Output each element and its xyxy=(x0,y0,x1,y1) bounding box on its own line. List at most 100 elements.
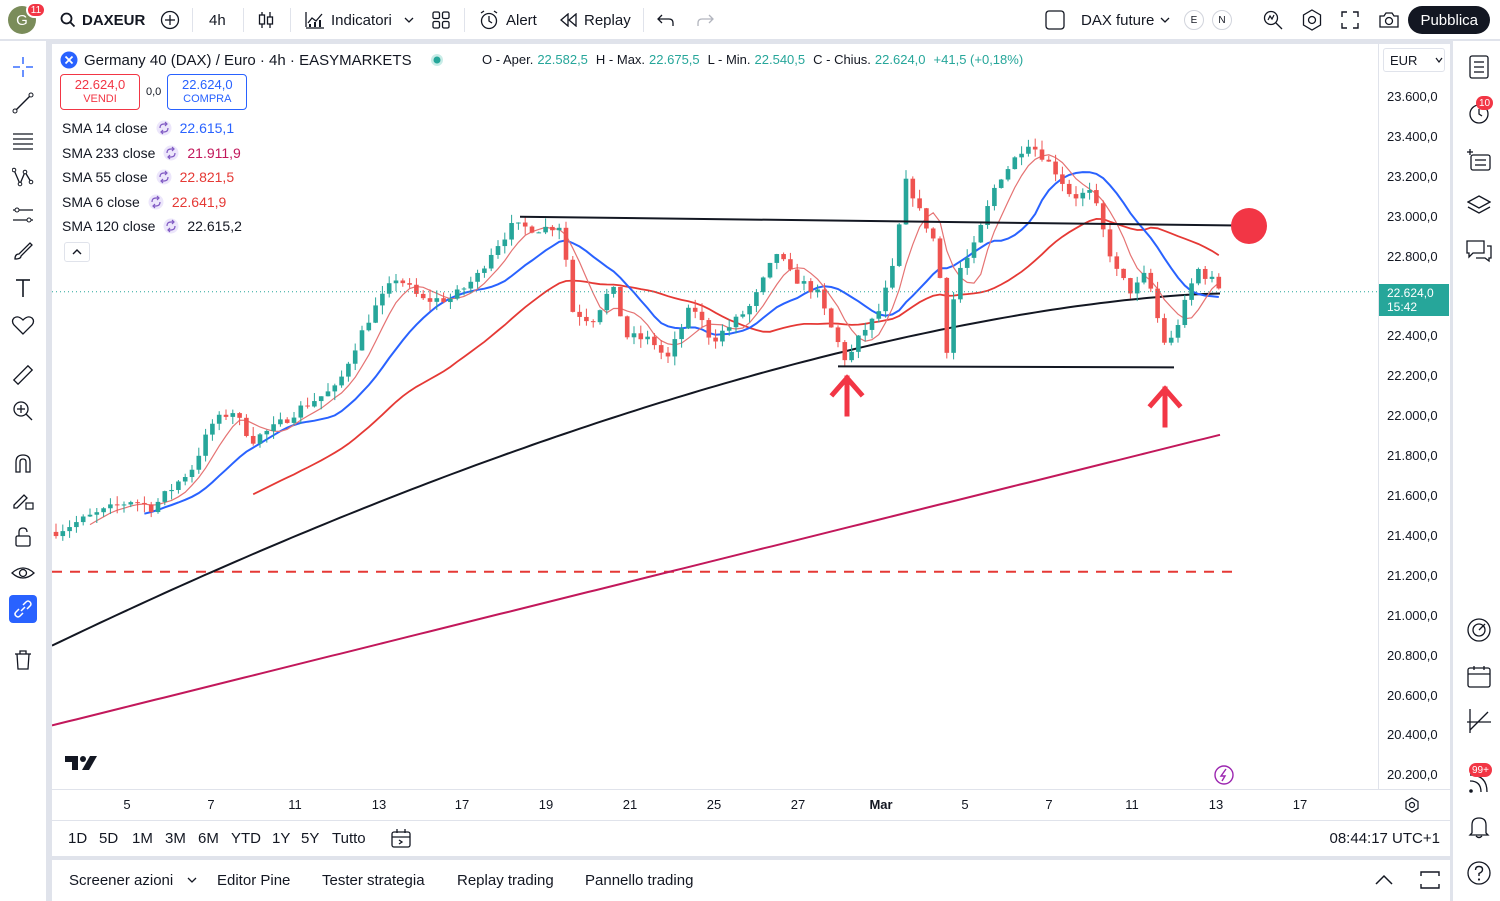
sell-button[interactable]: 22.624,0 VENDI xyxy=(60,74,140,110)
fib-tool[interactable] xyxy=(9,127,37,155)
bottom-tab[interactable]: Editor Pine xyxy=(217,872,291,889)
goto-date-icon[interactable] xyxy=(390,828,412,850)
range-button[interactable]: 1Y xyxy=(272,830,291,847)
buy-button[interactable]: 22.624,0 COMPRA xyxy=(167,74,248,110)
price-tick: 20.200,0 xyxy=(1387,767,1438,783)
range-button[interactable]: 5D xyxy=(99,830,119,847)
redo-button[interactable] xyxy=(696,0,714,40)
ideas-button[interactable] xyxy=(1465,616,1493,644)
calendar-icon xyxy=(1467,666,1491,688)
chart-pane[interactable]: Germany 40 (DAX) / Euro · 4h · EASYMARKE… xyxy=(52,44,1450,820)
alert-label: Alert xyxy=(506,11,537,29)
settings-button[interactable] xyxy=(1301,0,1323,40)
pattern-tool[interactable] xyxy=(9,163,37,191)
indicator-row[interactable]: SMA 120 close 22.615,2 xyxy=(62,214,242,239)
candle-body xyxy=(230,413,236,417)
open-label: O - Aper. xyxy=(482,52,534,67)
indicator-row[interactable]: SMA 6 close 22.641,9 xyxy=(62,190,242,215)
candle-body xyxy=(325,391,331,397)
candle-body xyxy=(74,522,79,528)
maximize-panel-icon[interactable] xyxy=(1420,871,1440,889)
trendline-tool[interactable] xyxy=(9,89,37,117)
quick-search-button[interactable] xyxy=(1262,0,1284,40)
favorites-tool[interactable] xyxy=(9,311,37,339)
undo-button[interactable] xyxy=(657,0,675,40)
publish-button[interactable]: Pubblica xyxy=(1408,6,1490,34)
chart-canvas[interactable] xyxy=(52,44,1378,789)
symbol-title[interactable]: Germany 40 (DAX) / Euro · 4h · EASYMARKE… xyxy=(84,51,412,69)
range-button[interactable]: Tutto xyxy=(332,830,366,847)
layers-button[interactable] xyxy=(1465,191,1493,219)
brush-tool[interactable] xyxy=(9,237,37,265)
compare-add-button[interactable] xyxy=(160,0,180,40)
calendar-button[interactable] xyxy=(1465,663,1493,691)
magnet-tool[interactable] xyxy=(9,449,37,477)
collapse-legend-button[interactable] xyxy=(64,242,90,262)
candle-body xyxy=(1066,183,1072,195)
sync-icon xyxy=(156,169,172,185)
range-button[interactable]: 6M xyxy=(198,830,219,847)
range-button[interactable]: 1D xyxy=(68,830,88,847)
time-axis[interactable]: 5 7 11 13 17 19 21 25 27 Mar 5 7 11 13 17 xyxy=(52,789,1450,819)
remove-drawings-tool[interactable] xyxy=(9,646,37,674)
indicator-row[interactable]: SMA 233 close 21.911,9 xyxy=(62,141,242,166)
range-button[interactable]: 1M xyxy=(132,830,153,847)
high-label: H - Max. xyxy=(595,52,646,67)
forecast-tool[interactable] xyxy=(9,201,37,229)
price-axis[interactable]: EUR 23.600,0 23.400,0 23.200,0 23.000,0 22.8… xyxy=(1378,44,1450,789)
chevron-down-icon[interactable] xyxy=(187,876,197,884)
hide-drawings-tool[interactable] xyxy=(9,559,37,587)
indicator-row[interactable]: SMA 55 close 22.821,5 xyxy=(62,165,242,190)
candle-body xyxy=(570,259,576,312)
lock-drawings-tool[interactable] xyxy=(9,523,37,551)
bell-button[interactable] xyxy=(1465,813,1493,841)
clock-timezone[interactable]: 08:44:17 UTC+1 xyxy=(1329,830,1441,847)
tradingview-logo[interactable] xyxy=(64,754,98,777)
sync-drawings-tool[interactable] xyxy=(9,595,37,623)
alert-button[interactable]: Alert xyxy=(478,0,537,40)
crosshair-tool[interactable] xyxy=(9,53,37,81)
options-button[interactable] xyxy=(1465,707,1493,735)
range-button[interactable]: 3M xyxy=(165,830,186,847)
replay-button[interactable]: Replay xyxy=(560,0,631,40)
watchlist-icon xyxy=(1469,55,1489,79)
time-tick: Mar xyxy=(869,797,893,812)
snapshot-button[interactable] xyxy=(1378,0,1400,40)
chart-type-button[interactable] xyxy=(257,0,275,40)
redo-icon xyxy=(697,14,714,26)
templates-dropdown[interactable] xyxy=(404,0,414,40)
stay-drawing-tool[interactable] xyxy=(9,486,37,514)
symbol-search-button[interactable]: DAXEUR xyxy=(60,0,145,40)
earnings-pill[interactable]: E xyxy=(1184,0,1204,40)
chevron-up-icon[interactable] xyxy=(1374,873,1394,887)
bottom-tab[interactable]: Replay trading xyxy=(457,872,554,889)
compare-symbol-dropdown[interactable]: DAX future xyxy=(1081,0,1170,40)
news-pill[interactable]: N xyxy=(1212,0,1232,40)
candle-body xyxy=(1060,174,1065,184)
bottom-tab[interactable]: Tester strategia xyxy=(322,872,425,889)
text-tool[interactable] xyxy=(9,274,37,302)
low-label: L - Min. xyxy=(707,52,751,67)
trendline-icon xyxy=(12,92,34,114)
compare-toggle[interactable] xyxy=(1045,0,1065,40)
bottom-tab[interactable]: Screener azioni xyxy=(69,872,174,889)
interval-button[interactable]: 4h xyxy=(209,0,226,40)
help-button[interactable] xyxy=(1465,859,1493,887)
candle-body xyxy=(801,281,807,284)
layout-button[interactable] xyxy=(432,0,450,40)
zoom-tool[interactable] xyxy=(9,397,37,425)
object-tree-button[interactable] xyxy=(1465,145,1493,173)
price-tick: 20.400,0 xyxy=(1387,727,1438,743)
price-tick: 22.400,0 xyxy=(1387,328,1438,344)
range-button[interactable]: 5Y xyxy=(301,830,320,847)
measure-tool[interactable] xyxy=(9,361,37,389)
currency-dropdown[interactable]: EUR xyxy=(1383,48,1445,72)
range-button[interactable]: YTD xyxy=(231,830,261,847)
axis-settings-icon[interactable] xyxy=(1404,797,1420,813)
indicator-row[interactable]: SMA 14 close 22.615,1 xyxy=(62,116,242,141)
fullscreen-button[interactable] xyxy=(1341,0,1359,40)
watchlist-button[interactable] xyxy=(1465,53,1493,81)
indicators-button[interactable]: Indicatori xyxy=(305,0,392,40)
chats-button[interactable] xyxy=(1465,237,1493,265)
bottom-tab[interactable]: Pannello trading xyxy=(585,872,694,889)
